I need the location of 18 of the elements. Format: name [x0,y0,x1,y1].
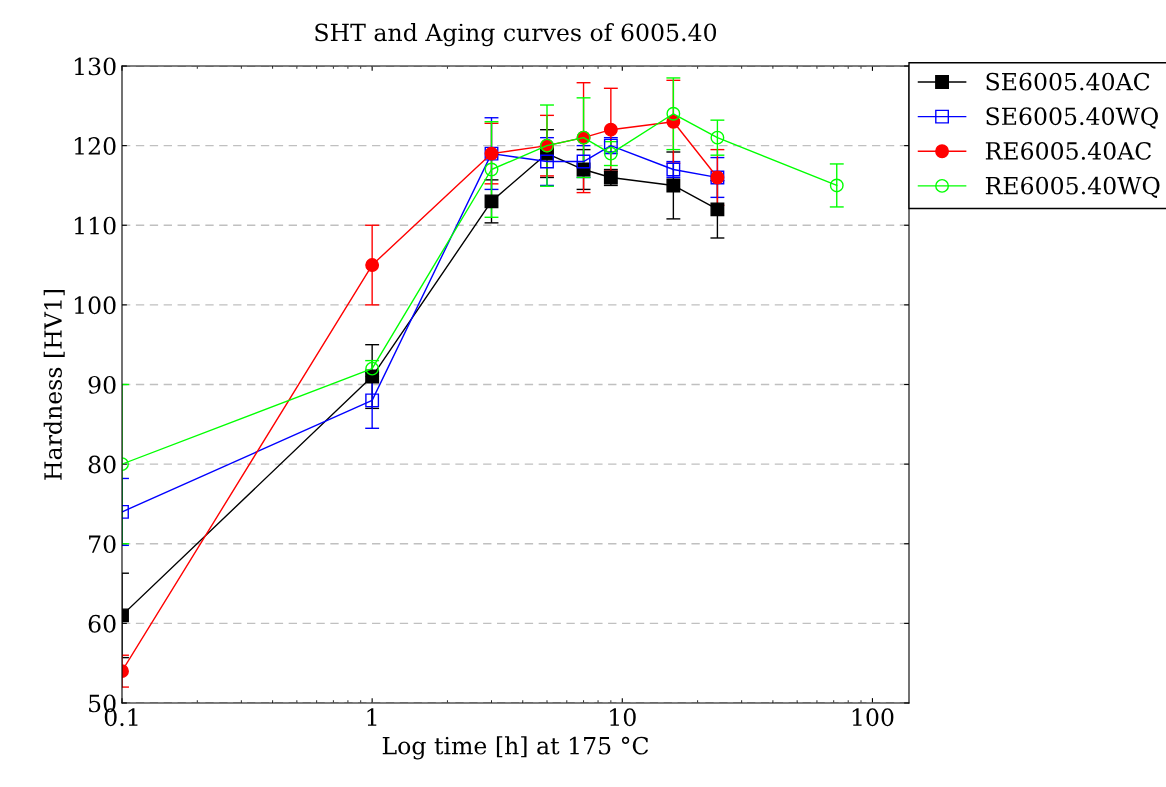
x-tick-label: 10 [610,708,636,727]
x-axis-title: Log time [h] at 175 °C [382,736,649,760]
legend-label: RE6005.40WQ [985,176,1160,198]
x-tick-label: 1 [367,708,377,726]
y-tick-label: 90 [88,375,116,394]
y-tick-label: 60 [88,614,116,633]
x-tick-label: 100 [852,708,894,727]
y-tick-label: 130 [74,57,116,76]
legend-label: SE6005.40AC [986,72,1150,91]
y-tick-label: 80 [88,455,116,474]
y-tick-label: 100 [74,296,116,315]
legend-label: RE6005.40AC [985,141,1151,160]
y-tick-label: 70 [89,535,116,554]
y-axis-title: Hardness [HV1] [43,289,65,480]
legend-label: SE6005.40WQ [986,107,1158,129]
y-tick-label: 110 [74,216,116,235]
y-tick-label: 120 [74,137,116,155]
chart-title: SHT and Aging curves of 6005.40 [315,23,717,47]
